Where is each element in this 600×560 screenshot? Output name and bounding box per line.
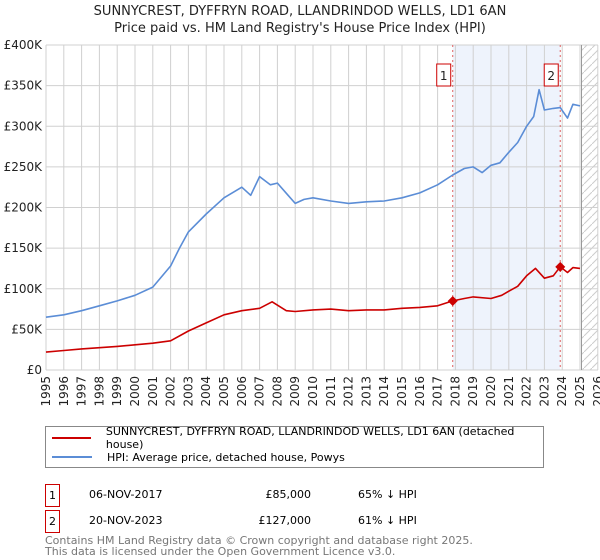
- x-tick-label: 2012: [342, 376, 356, 407]
- x-tick-label: 2003: [181, 376, 195, 407]
- x-tick-label: 2005: [217, 376, 231, 407]
- footer-licence: This data is licensed under the Open Gov…: [45, 545, 396, 558]
- x-tick-label: 1999: [110, 376, 124, 407]
- y-tick-label: £150K: [4, 241, 44, 255]
- y-tick-label: £300K: [4, 119, 44, 133]
- x-tick-label: 2025: [573, 376, 587, 407]
- x-tick-label: 2015: [395, 376, 409, 407]
- x-tick-label: 2020: [484, 376, 498, 407]
- x-tick-label: 2004: [199, 376, 213, 407]
- x-tick-label: 2026: [591, 376, 600, 407]
- x-tick-label: 2017: [431, 376, 445, 407]
- x-tick-label: 2024: [555, 376, 569, 407]
- x-tick-label: 2008: [270, 376, 284, 407]
- legend: SUNNYCREST, DYFFRYN ROAD, LLANDRINDOD WE…: [45, 425, 544, 468]
- x-tick-label: 2023: [537, 376, 551, 407]
- sale-row: 2 20-NOV-2023 £127,000 61% ↓ HPI: [45, 510, 545, 533]
- x-tick-label: 2016: [413, 376, 427, 407]
- hpi-line: [45, 88, 581, 318]
- sale-point: [555, 261, 566, 272]
- price-chart: 1995 1996 1997 1998 1999 2000 2001 2002 2003 2004…: [4, 38, 600, 407]
- sale-marker-box: [436, 63, 452, 87]
- legend-item-property: SUNNYCREST, DYFFRYN ROAD, LLANDRINDOD WE…: [46, 425, 543, 451]
- chart-subtitle: Price paid vs. HM Land Registry's House …: [114, 21, 486, 36]
- y-tick-label: £250K: [4, 160, 44, 174]
- legend-swatch-blue: [52, 456, 92, 458]
- sale-number-badge: 2: [45, 510, 60, 533]
- x-tick-label: 1996: [57, 376, 71, 407]
- legend-label: HPI: Average price, detached house, Powy…: [107, 450, 345, 464]
- x-tick-label: 2009: [288, 376, 302, 407]
- x-tick-label: 2013: [359, 376, 373, 407]
- sale-marker-label: 1: [440, 69, 448, 83]
- footer: Contains HM Land Registry data © Crown c…: [45, 535, 473, 557]
- x-tick-label: 1998: [92, 376, 106, 407]
- x-tick-label: 2019: [466, 376, 480, 407]
- x-tick-label: 2014: [377, 376, 391, 407]
- x-tick-label: 1997: [75, 376, 89, 407]
- y-tick-label: £0: [27, 363, 42, 377]
- y-tick-label: £400K: [4, 38, 44, 52]
- sale-point: [447, 295, 458, 306]
- x-tick-label: 2007: [253, 376, 267, 407]
- sale-price: £85,000: [265, 488, 312, 501]
- sale-hpi-diff: 61% ↓ HPI: [358, 514, 417, 527]
- sale-hpi-diff: 65% ↓ HPI: [358, 488, 417, 501]
- y-tick-label: £350K: [4, 79, 44, 93]
- x-tick-label: 2002: [164, 376, 178, 407]
- sale-number-badge: 1: [45, 484, 60, 507]
- x-tick-label: 2011: [324, 376, 338, 407]
- chart-title: SUNNYCREST, DYFFRYN ROAD, LLANDRINDOD WE…: [93, 4, 507, 19]
- sale-price: £127,000: [258, 514, 312, 527]
- sale-date: 20-NOV-2023: [89, 514, 163, 527]
- x-tick-label: 2018: [448, 376, 462, 407]
- sale-row: 1 06-NOV-2017 £85,000 65% ↓ HPI: [45, 484, 545, 507]
- x-tick-label: 2010: [306, 376, 320, 407]
- legend-label: SUNNYCREST, DYFFRYN ROAD, LLANDRINDOD WE…: [105, 425, 515, 451]
- property-price-line: [45, 266, 581, 353]
- x-tick-label: 2022: [520, 376, 534, 407]
- legend-item-hpi: HPI: Average price, detached house, Powy…: [46, 448, 345, 466]
- x-tick-label: 2021: [502, 376, 516, 407]
- x-tick-label: 2001: [146, 376, 160, 407]
- sale-date: 06-NOV-2017: [89, 488, 163, 501]
- sale-marker-label: 2: [547, 69, 555, 83]
- sale-marker-box: [543, 63, 559, 87]
- y-tick-label: £200K: [4, 201, 44, 215]
- y-tick-label: £50K: [11, 322, 43, 336]
- y-tick-label: £100K: [4, 282, 44, 296]
- legend-swatch-red: [52, 437, 91, 439]
- x-tick-label: 2006: [235, 376, 249, 407]
- footer-copyright: Contains HM Land Registry data © Crown c…: [45, 534, 473, 547]
- x-tick-label: 1995: [39, 376, 53, 407]
- x-tick-label: 2000: [128, 376, 142, 407]
